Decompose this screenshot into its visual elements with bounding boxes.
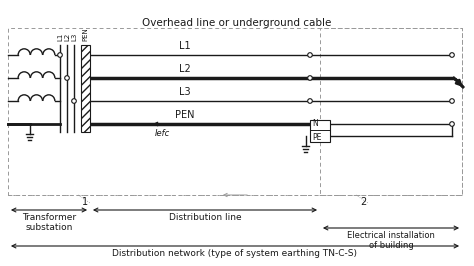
Circle shape: [308, 99, 312, 103]
Text: Distribution network (type of system earthing TN-C-S): Distribution network (type of system ear…: [112, 249, 357, 258]
Text: PEN: PEN: [82, 27, 89, 41]
Bar: [320, 28, 462, 195]
Text: Overhead line or underground cable: Overhead line or underground cable: [142, 18, 332, 28]
Circle shape: [308, 76, 312, 80]
Circle shape: [308, 53, 312, 57]
Text: PEN: PEN: [175, 110, 195, 120]
Bar: [81, 45, 90, 132]
Text: 2: 2: [360, 197, 366, 207]
Bar: [310, 120, 330, 142]
Text: PE: PE: [312, 132, 321, 142]
Bar: [8, 28, 462, 195]
Text: Distribution line: Distribution line: [169, 213, 241, 222]
Circle shape: [72, 99, 76, 103]
Text: L1: L1: [57, 33, 63, 41]
Text: L1: L1: [179, 41, 191, 51]
Circle shape: [64, 76, 69, 80]
Circle shape: [450, 53, 454, 57]
Text: L2: L2: [179, 64, 191, 74]
Text: L3: L3: [71, 33, 77, 41]
Text: L3: L3: [179, 87, 191, 97]
Text: L2: L2: [64, 33, 70, 41]
Text: Transformer
substation: Transformer substation: [22, 213, 76, 232]
Text: N: N: [312, 118, 318, 127]
Circle shape: [450, 122, 454, 126]
Circle shape: [450, 99, 454, 103]
Text: Iefc: Iefc: [155, 129, 170, 138]
Text: 1: 1: [82, 197, 88, 207]
Text: Electrical installation
of building: Electrical installation of building: [347, 231, 435, 250]
Circle shape: [58, 53, 62, 57]
